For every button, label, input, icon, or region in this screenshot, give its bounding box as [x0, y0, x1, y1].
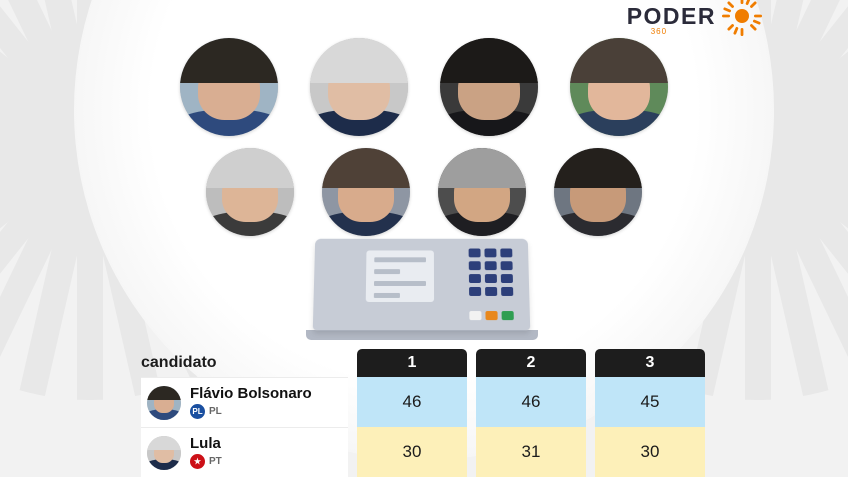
avatar — [147, 385, 181, 420]
portrait-ronaldo-caiado — [206, 148, 294, 236]
portrait-ratinho-junior — [440, 38, 538, 136]
value-cell: 46 — [357, 377, 467, 427]
value-cell: 31 — [476, 427, 586, 477]
candidate-portrait-grid — [0, 38, 848, 236]
candidate-name: Lula — [190, 434, 221, 452]
avatar — [147, 435, 181, 470]
table-row: Flávio Bolsonaro PL PL 46 46 45 — [141, 377, 705, 427]
portrait-aldo-rebelo — [438, 148, 526, 236]
value-cell: 45 — [595, 377, 705, 427]
value-cell: 30 — [357, 427, 467, 477]
voting-machine-action-keys — [469, 311, 514, 321]
voting-machine-screen — [365, 250, 435, 302]
party-badge-icon: ★ — [190, 454, 205, 470]
portrait-row-1 — [0, 38, 848, 136]
candidate-cell: Lula ★ PT — [141, 427, 348, 477]
table-header-row: candidato 1 2 3 — [141, 349, 705, 377]
candidate-cell: Flávio Bolsonaro PL PL — [141, 377, 348, 427]
portrait-row-2 — [0, 148, 848, 236]
portrait-eduardo-leite — [570, 38, 668, 136]
table-row: Lula ★ PT 30 31 30 — [141, 427, 705, 477]
value-cell: 30 — [595, 427, 705, 477]
electronic-voting-machine-illustration — [306, 238, 538, 340]
sun-burst-icon — [722, 0, 762, 36]
voting-machine-keypad — [468, 248, 514, 296]
portrait-lula — [310, 38, 408, 136]
party-badge-icon: PL — [190, 404, 205, 420]
column-header-scenario-1: 1 — [357, 349, 467, 377]
column-header-scenario-3: 3 — [595, 349, 705, 377]
voting-machine-base — [306, 330, 538, 340]
logo-wordmark: PODER — [626, 2, 716, 29]
poll-results-table: candidato 1 2 3 Flávio Bolsonaro PL PL 46 46… — [0, 349, 848, 477]
portrait-fl-vio-bolsonaro — [180, 38, 278, 136]
party-label: PL — [209, 405, 222, 417]
column-header-candidate: candidato — [141, 354, 217, 371]
candidate-name: Flávio Bolsonaro — [190, 384, 312, 402]
portrait-pablo-mar-al — [322, 148, 410, 236]
logo-sub-number: 360 — [650, 26, 668, 36]
column-header-scenario-2: 2 — [476, 349, 586, 377]
poder360-logo: PODER 360 — [627, 0, 762, 36]
portrait-guilherme-boulos — [554, 148, 642, 236]
value-cell: 46 — [476, 377, 586, 427]
voting-machine-body — [312, 238, 531, 331]
party-label: PT — [209, 455, 222, 467]
